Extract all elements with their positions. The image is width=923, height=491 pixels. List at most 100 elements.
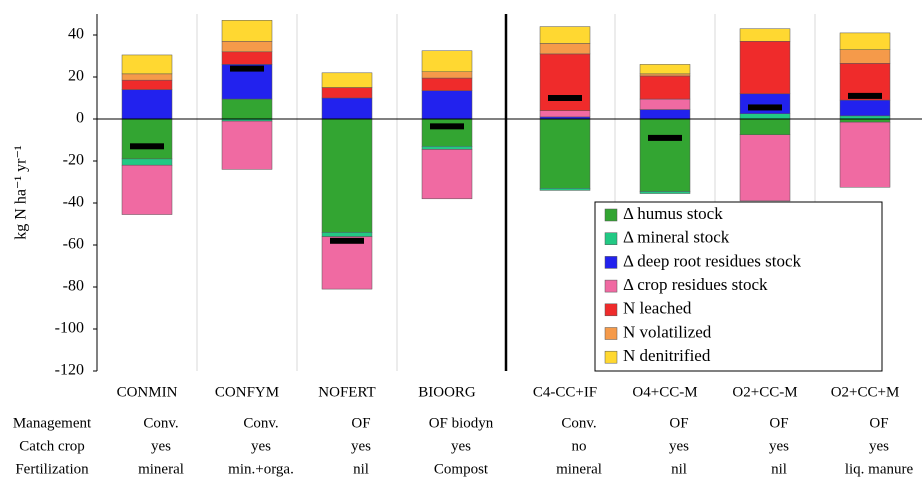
legend-swatch bbox=[604, 232, 618, 245]
legend-swatch bbox=[604, 303, 618, 317]
table-cell: min.+orga. bbox=[228, 461, 294, 477]
balance-marker bbox=[130, 143, 164, 150]
legend-label: N leached bbox=[623, 299, 692, 318]
bar-segment bbox=[421, 50, 473, 72]
table-cell: no bbox=[572, 438, 587, 454]
balance-marker bbox=[748, 104, 782, 111]
balance-marker bbox=[230, 65, 264, 72]
bar-segment bbox=[639, 118, 691, 192]
bar-segment bbox=[321, 118, 373, 233]
bar-segment bbox=[539, 110, 591, 118]
legend-label: N denitrified bbox=[623, 346, 711, 365]
bar-segment bbox=[839, 99, 891, 117]
bar-segment bbox=[739, 93, 791, 115]
bar-segment bbox=[121, 158, 173, 166]
y-tick-label: 0 bbox=[76, 110, 84, 127]
balance-marker bbox=[848, 92, 882, 99]
bar-segment bbox=[221, 120, 273, 170]
bar-segment bbox=[321, 97, 373, 120]
table-cell: liq. manure bbox=[845, 461, 914, 477]
bar-segment bbox=[421, 118, 473, 147]
y-tick-label: -120 bbox=[55, 362, 84, 379]
legend-swatch bbox=[604, 279, 618, 293]
bar-segment bbox=[839, 32, 891, 50]
bar-segment bbox=[321, 232, 373, 237]
x-tick-label: O4+CC-M bbox=[632, 384, 697, 400]
bar-segment bbox=[221, 51, 273, 65]
bar-segment bbox=[121, 118, 173, 160]
y-tick-label: -20 bbox=[63, 152, 84, 169]
table-row-label: Catch crop bbox=[19, 438, 84, 454]
table-cell: nil bbox=[353, 461, 369, 477]
bar-segment bbox=[121, 54, 173, 75]
legend-swatch bbox=[604, 350, 618, 364]
table-cell: OF bbox=[669, 415, 688, 431]
bar-segment bbox=[739, 113, 791, 120]
bar-segment bbox=[839, 121, 891, 188]
legend-swatch bbox=[604, 208, 618, 222]
balance-marker bbox=[430, 123, 464, 130]
bar-segment bbox=[539, 26, 591, 44]
table-cell: OF bbox=[769, 415, 788, 431]
bar-segment bbox=[321, 236, 373, 290]
x-tick-label: CONFYM bbox=[215, 384, 279, 400]
bar-segment bbox=[539, 53, 591, 111]
bar-segment bbox=[639, 98, 691, 110]
x-tick-label: C4-CC+IF bbox=[533, 384, 597, 400]
legend-box bbox=[594, 201, 883, 372]
y-tick-label: -100 bbox=[55, 320, 84, 337]
table-cell: nil bbox=[671, 461, 687, 477]
bar-segment bbox=[739, 41, 791, 95]
table-cell: yes bbox=[251, 438, 271, 454]
table-cell: yes bbox=[769, 438, 789, 454]
table-cell: Conv. bbox=[243, 415, 278, 431]
table-cell: mineral bbox=[138, 461, 184, 477]
table-cell: OF biodyn bbox=[429, 415, 494, 431]
bar-segment bbox=[539, 118, 591, 189]
bar-segment bbox=[639, 73, 691, 77]
legend-label: Δ mineral stock bbox=[623, 228, 730, 247]
table-cell: OF bbox=[351, 415, 370, 431]
bar-segment bbox=[221, 98, 273, 120]
bar-segment bbox=[839, 49, 891, 64]
bar-segment bbox=[639, 64, 691, 75]
legend-label: N volatilized bbox=[623, 322, 712, 341]
bar-segment bbox=[121, 164, 173, 215]
balance-marker bbox=[548, 95, 582, 101]
table-cell: Conv. bbox=[561, 415, 596, 431]
y-tick-label: 40 bbox=[68, 26, 84, 43]
table-cell: Conv. bbox=[143, 415, 178, 431]
bar-segment bbox=[421, 146, 473, 150]
bar-segment bbox=[639, 191, 691, 194]
bar-segment bbox=[539, 43, 591, 55]
y-tick-label: 20 bbox=[68, 68, 84, 85]
x-tick-label: CONMIN bbox=[117, 384, 178, 400]
table-cell: yes bbox=[669, 438, 689, 454]
bar-segment bbox=[221, 41, 273, 53]
balance-marker bbox=[330, 237, 364, 244]
table-cell: nil bbox=[771, 461, 787, 477]
y-axis-label: kg N ha⁻¹ yr⁻¹ bbox=[13, 145, 30, 240]
table-cell: mineral bbox=[556, 461, 602, 477]
x-tick-label: O2+CC+M bbox=[831, 384, 900, 400]
bar-segment bbox=[421, 71, 473, 79]
legend-swatch bbox=[604, 256, 618, 269]
x-tick-label: O2+CC-M bbox=[732, 384, 797, 400]
bar-segment bbox=[739, 134, 791, 202]
y-tick-label: -80 bbox=[63, 278, 84, 295]
bar-segment bbox=[539, 188, 591, 191]
x-tick-label: NOFERT bbox=[318, 384, 375, 400]
bar-segment bbox=[421, 77, 473, 91]
table-row-label: Management bbox=[13, 415, 92, 431]
bar-segment bbox=[321, 72, 373, 88]
balance-marker bbox=[648, 134, 682, 141]
legend-swatch bbox=[604, 327, 618, 340]
bar-segment bbox=[739, 28, 791, 42]
bar-segment bbox=[421, 90, 473, 120]
bar-segment bbox=[739, 118, 791, 135]
table-cell: yes bbox=[351, 438, 371, 454]
bar-segment bbox=[221, 20, 273, 42]
table-cell: yes bbox=[869, 438, 889, 454]
table-cell: yes bbox=[151, 438, 171, 454]
